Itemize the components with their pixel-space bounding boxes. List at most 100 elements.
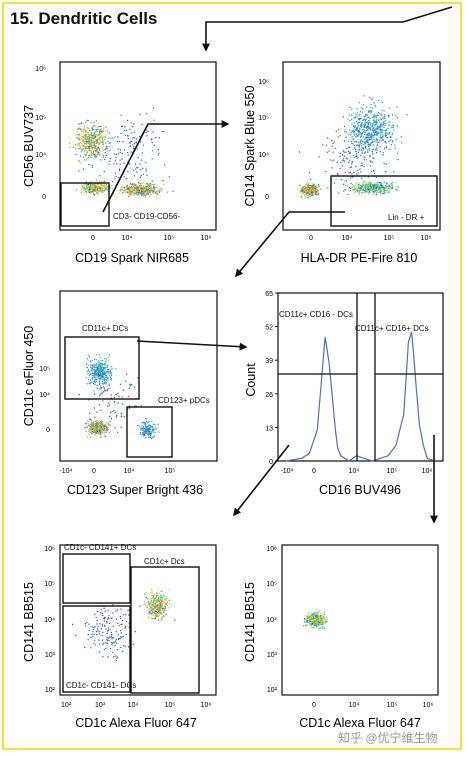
event-dot (383, 148, 386, 150)
event-dot (369, 192, 371, 194)
event-dot (140, 427, 142, 429)
plot3-gate-cd123[interactable] (126, 406, 173, 458)
event-dot (102, 140, 104, 142)
event-dot (103, 184, 105, 186)
event-dot (82, 168, 85, 170)
event-dot (127, 609, 129, 611)
event-dot (163, 607, 165, 610)
event-dot (342, 159, 344, 162)
event-dot (141, 187, 143, 189)
event-dot (118, 625, 120, 627)
event-dot (312, 621, 314, 623)
event-dot (162, 594, 165, 596)
event-dot (158, 189, 161, 191)
event-dot (387, 186, 389, 188)
event-dot (147, 193, 150, 195)
plot2-xtick: 0 (309, 235, 313, 242)
event-dot (375, 127, 378, 129)
event-dot (90, 192, 92, 194)
plot4-histogram-line (285, 331, 436, 462)
event-dot (349, 151, 352, 154)
event-dot (107, 422, 110, 424)
event-dot (93, 132, 95, 134)
event-dot (93, 150, 95, 152)
event-dot (301, 194, 304, 196)
event-dot (98, 365, 101, 367)
event-dot (102, 371, 105, 374)
event-dot (81, 149, 83, 152)
event-dot (158, 599, 160, 601)
event-dot (147, 598, 149, 600)
event-dot (309, 195, 311, 198)
plot2-gate-lin-dr[interactable] (330, 175, 438, 227)
event-dot (164, 602, 166, 604)
plot5-gate-cd1c[interactable] (130, 566, 200, 694)
event-dot (95, 616, 97, 619)
event-dot (357, 124, 359, 126)
event-dot (101, 639, 104, 641)
event-dot (356, 114, 358, 116)
event-dot (104, 135, 106, 137)
event-dot (160, 612, 163, 614)
plot5-gate-double-negative[interactable] (62, 605, 131, 693)
event-dot (360, 186, 362, 189)
event-dot (86, 147, 88, 150)
event-dot (121, 396, 123, 398)
plot3-gate-cd11c[interactable] (64, 336, 140, 400)
event-dot (376, 144, 379, 146)
event-dot (96, 387, 99, 389)
event-dot (319, 623, 322, 625)
event-dot (75, 148, 77, 150)
event-dot (80, 148, 83, 150)
event-dot (314, 613, 316, 616)
event-dot (113, 153, 116, 155)
event-dot (82, 147, 84, 150)
event-dot (368, 148, 370, 150)
event-dot (133, 175, 136, 177)
event-dot (161, 616, 164, 618)
event-dot (100, 132, 102, 134)
event-dot (146, 191, 148, 193)
event-dot (139, 188, 142, 190)
plot4-ylabel: Count (244, 363, 258, 397)
event-dot (317, 193, 320, 195)
event-dot (142, 144, 145, 146)
event-dot (304, 624, 307, 627)
event-dot (139, 605, 141, 607)
event-dot (84, 134, 87, 136)
event-dot (95, 140, 97, 143)
event-dot (90, 647, 92, 649)
plot1-gate-label: CD3- CD19-CD56- (113, 212, 180, 221)
event-dot (382, 151, 384, 154)
event-dot (97, 630, 99, 632)
event-dot (383, 187, 385, 189)
event-dot (384, 133, 387, 136)
event-dot (100, 363, 102, 366)
event-dot (381, 101, 384, 104)
event-dot (133, 185, 135, 188)
plot5-gate-cd141[interactable] (62, 553, 131, 604)
event-dot (386, 136, 388, 138)
event-dot (83, 141, 85, 143)
event-dot (375, 193, 378, 195)
event-dot (363, 191, 366, 194)
event-dot (91, 155, 93, 157)
event-dot (100, 377, 103, 379)
event-dot (99, 377, 102, 379)
event-dot (139, 114, 141, 116)
event-dot (86, 145, 88, 147)
event-dot (361, 190, 363, 192)
plot1-gate-lineage-negative[interactable] (60, 182, 110, 227)
event-dot (95, 155, 98, 157)
event-dot (378, 119, 380, 122)
event-dot (109, 376, 112, 378)
event-dot (369, 188, 371, 191)
event-dot (95, 153, 97, 155)
event-dot (122, 192, 124, 194)
event-dot (79, 155, 82, 157)
event-dot (90, 381, 92, 383)
page-title: 15. Dendritic Cells (10, 9, 158, 28)
event-dot (89, 379, 92, 381)
event-dot (387, 127, 389, 130)
event-dot (90, 432, 93, 435)
